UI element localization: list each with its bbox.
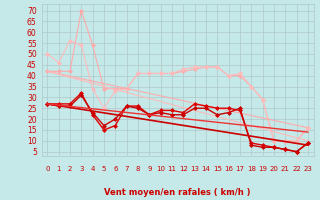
X-axis label: Vent moyen/en rafales ( km/h ): Vent moyen/en rafales ( km/h ) — [104, 188, 251, 197]
